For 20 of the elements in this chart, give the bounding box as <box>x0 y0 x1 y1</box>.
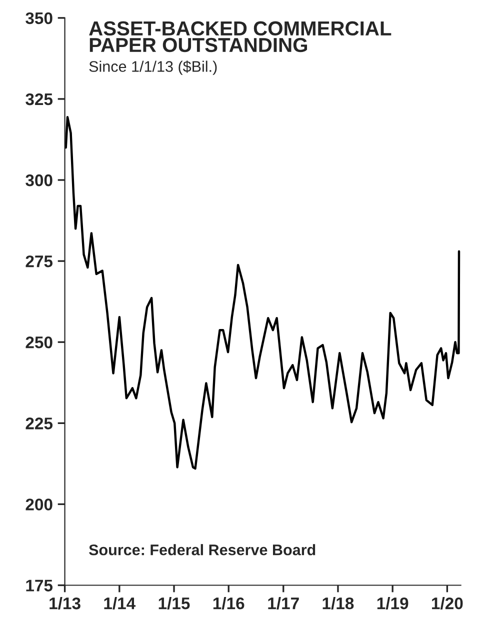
x-tick-label: 1/19 <box>377 597 408 610</box>
y-tick-label: 225 <box>26 418 53 430</box>
annotation: Source: Federal Reserve Board <box>89 544 316 556</box>
chart-title: ASSET-BACKED COMMERCIAL PAPER OUTSTANDING <box>89 21 392 52</box>
y-tick-label: 350 <box>26 12 52 24</box>
x-tick-label: 1/16 <box>213 597 244 610</box>
x-tick-label: 1/17 <box>268 597 299 610</box>
line-series <box>64 116 460 470</box>
text: Since 1/1/13 ($Bil.) <box>89 60 217 75</box>
x-tick-label: 1/15 <box>158 597 190 610</box>
y-tick-label: 325 <box>26 93 53 106</box>
y-tick-label: 250 <box>26 336 52 348</box>
x-tick-label: 1/13 <box>50 597 80 610</box>
x-tick-label: 1/18 <box>322 597 354 610</box>
y-tick-label: 300 <box>26 174 52 186</box>
x-tick-label: 1/20 <box>432 597 463 610</box>
y-tick-label: 175 <box>26 580 53 592</box>
y-tick-label: 275 <box>26 255 53 268</box>
y-tick-label: 200 <box>26 498 52 510</box>
x-tick-label: 1/14 <box>104 597 136 610</box>
